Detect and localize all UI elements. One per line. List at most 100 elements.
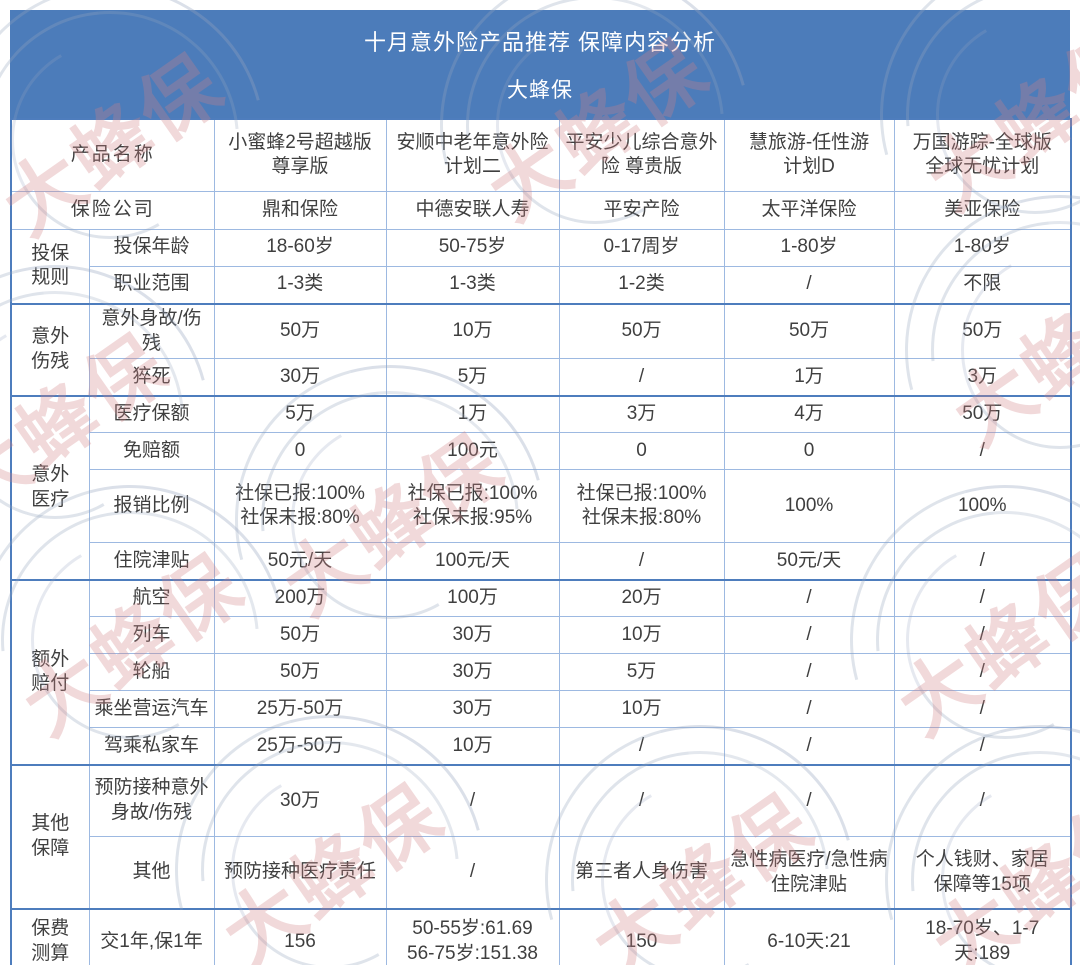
value-cell: / <box>893 578 1072 618</box>
table-row: 其他 预防接种医疗责任 / 第三者人身伤害 急性病医疗/急性病 住院津贴 个人钱… <box>11 836 1072 910</box>
group-cell: 意外 伤残 <box>10 303 90 397</box>
value-cell: 5万 <box>558 653 725 692</box>
table-row: 猝死 30万 5万 / 1万 3万 <box>11 358 1072 397</box>
value-cell: 50万 <box>893 303 1072 360</box>
attr-cell: 预防接种意外 身故/伤残 <box>88 763 215 838</box>
value-cell: / <box>893 616 1072 655</box>
value-cell: 0-17周岁 <box>558 228 725 267</box>
product-name-cell: 安顺中老年意外险 计划二 <box>385 118 560 192</box>
value-cell: 10万 <box>558 690 725 729</box>
product-name-cell: 小蜜蜂2号超越版 尊享版 <box>213 118 387 192</box>
value-cell: 156 <box>213 907 387 965</box>
attr-cell: 免赔额 <box>88 432 215 471</box>
attr-cell: 乘坐营运汽车 <box>88 690 215 729</box>
value-cell: 50-55岁:61.69 56-75岁:151.38 <box>385 907 560 965</box>
brand-name: 大蜂保 <box>507 78 573 102</box>
company-cell: 太平洋保险 <box>723 190 895 230</box>
value-cell: 6-10天:21 <box>723 907 895 965</box>
value-cell: 1-3类 <box>385 265 560 305</box>
table-row: 住院津贴 50元/天 100元/天 / 50元/天 / <box>11 542 1072 581</box>
value-cell: 25万-50万 <box>213 727 387 766</box>
value-cell: 社保已报:100% 社保未报:95% <box>385 469 560 544</box>
group-cell: 投保 规则 <box>10 228 90 305</box>
value-cell: 社保已报:100% 社保未报:80% <box>558 469 725 544</box>
value-cell: 1-80岁 <box>723 228 895 267</box>
value-cell: 0 <box>723 432 895 471</box>
value-cell: 50万 <box>893 394 1072 434</box>
value-cell: / <box>893 542 1072 581</box>
value-cell: 200万 <box>213 578 387 618</box>
value-cell: 5万 <box>385 358 560 397</box>
value-cell: 1万 <box>723 358 895 397</box>
table-row: 乘坐营运汽车 25万-50万 30万 10万 / / <box>11 690 1072 729</box>
table-row: 其他 保障 预防接种意外 身故/伤残 30万 / / / / <box>10 763 1072 910</box>
value-cell: 4万 <box>723 394 895 434</box>
value-cell: 20万 <box>558 578 725 618</box>
value-cell: 25万-50万 <box>213 690 387 729</box>
value-cell: 30万 <box>385 690 560 729</box>
attr-cell: 职业范围 <box>88 265 215 305</box>
attr-cell: 轮船 <box>88 653 215 692</box>
attr-cell: 意外身故/伤残 <box>88 303 215 360</box>
value-cell: / <box>558 727 725 766</box>
value-cell: 50元/天 <box>723 542 895 581</box>
value-cell: 第三者人身伤害 <box>558 836 725 910</box>
value-cell: 18-70岁、1-7 天:189 <box>893 907 1072 965</box>
value-cell: / <box>893 763 1072 838</box>
value-cell: 100元 <box>385 432 560 471</box>
attr-cell: 列车 <box>88 616 215 655</box>
value-cell: 不限 <box>893 265 1072 305</box>
value-cell: / <box>893 727 1072 766</box>
value-cell: / <box>723 616 895 655</box>
table-row: 报销比例 社保已报:100% 社保未报:80% 社保已报:100% 社保未报:9… <box>11 469 1072 544</box>
value-cell: 0 <box>213 432 387 471</box>
table-row: 意外 伤残 意外身故/伤残 50万 10万 50万 50万 50万 <box>10 303 1072 397</box>
value-cell: / <box>558 542 725 581</box>
company-cell: 中德安联人寿 <box>385 190 560 230</box>
value-cell: / <box>723 763 895 838</box>
attr-cell: 驾乘私家车 <box>88 727 215 766</box>
product-name-label-cell: 产品名称 <box>10 118 215 192</box>
group-cell: 其他 保障 <box>10 763 90 910</box>
table-row: 驾乘私家车 25万-50万 10万 / / / <box>11 727 1072 766</box>
table-row: 额外 赔付 航空 200万 100万 20万 / / <box>10 578 1072 766</box>
company-cell: 平安产险 <box>558 190 725 230</box>
table-row: 产品名称 小蜜蜂2号超越版 尊享版 安顺中老年意外险 计划二 平安少儿综合意外 … <box>10 118 1072 192</box>
value-cell: / <box>893 432 1072 471</box>
table-row: 保费 测算 交1年,保1年 156 50-55岁:61.69 56-75岁:15… <box>10 907 1072 965</box>
value-cell: 50元/天 <box>213 542 387 581</box>
value-cell: 30万 <box>385 653 560 692</box>
value-cell: 1-3类 <box>213 265 387 305</box>
value-cell: 50万 <box>213 653 387 692</box>
value-cell: 5万 <box>213 394 387 434</box>
company-label-cell: 保险公司 <box>10 190 215 230</box>
attr-cell: 猝死 <box>88 358 215 397</box>
value-cell: / <box>558 358 725 397</box>
value-cell: / <box>723 265 895 305</box>
value-cell: 100元/天 <box>385 542 560 581</box>
value-cell: 1-80岁 <box>893 228 1072 267</box>
table-row: 意外 医疗 医疗保额 5万 1万 3万 4万 50万 <box>10 394 1072 581</box>
comparison-table: 产品名称 小蜜蜂2号超越版 尊享版 安顺中老年意外险 计划二 平安少儿综合意外 … <box>10 118 1073 965</box>
value-cell: 100万 <box>385 578 560 618</box>
table-row: 投保 规则 投保年龄 18-60岁 50-75岁 0-17周岁 1-80岁 1-… <box>10 228 1072 305</box>
value-cell: 10万 <box>385 303 560 360</box>
value-cell: 1万 <box>385 394 560 434</box>
value-cell: 30万 <box>213 358 387 397</box>
attr-cell: 投保年龄 <box>88 228 215 267</box>
value-cell: 50-75岁 <box>385 228 560 267</box>
value-cell: / <box>723 653 895 692</box>
value-cell: 0 <box>558 432 725 471</box>
title-banner: 十月意外险产品推荐 保障内容分析 大蜂保 <box>10 10 1070 118</box>
value-cell: 30万 <box>385 616 560 655</box>
value-cell: 100% <box>893 469 1072 544</box>
value-cell: 3万 <box>893 358 1072 397</box>
value-cell: / <box>893 653 1072 692</box>
table-row: 轮船 50万 30万 5万 / / <box>11 653 1072 692</box>
table-row: 免赔额 0 100元 0 0 / <box>11 432 1072 471</box>
value-cell: / <box>558 763 725 838</box>
value-cell: 预防接种医疗责任 <box>213 836 387 910</box>
value-cell: / <box>723 727 895 766</box>
product-name-cell: 慧旅游-任性游 计划D <box>723 118 895 192</box>
value-cell: 50万 <box>213 303 387 360</box>
